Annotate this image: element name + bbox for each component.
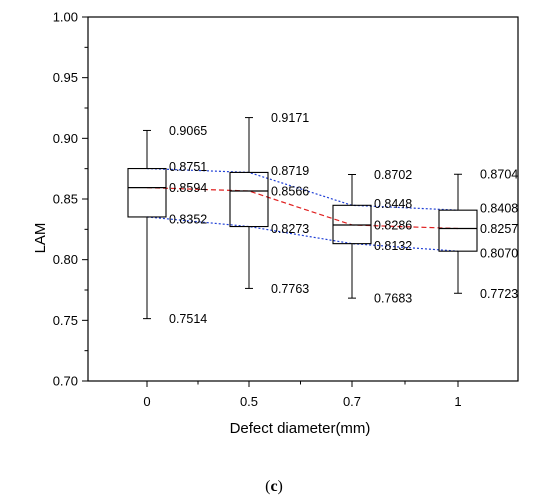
y-tick-label: 0.90	[53, 131, 78, 146]
box-0	[127, 129, 167, 320]
value-label-q3: 0.8448	[374, 197, 412, 211]
value-labels: 0.9065 0.8751 0.8594 0.8352 0.7514 0.9171 0.87…	[169, 111, 518, 326]
x-tick-label: 0.5	[240, 394, 258, 409]
value-label-min: 0.7723	[480, 287, 518, 301]
y-tick-label: 0.75	[53, 313, 78, 328]
value-label-max: 0.8702	[374, 168, 412, 182]
value-label-min: 0.7763	[271, 282, 309, 296]
trend-line-q3	[146, 167, 459, 211]
y-tick-label: 0.70	[53, 374, 78, 389]
value-label-min: 0.7514	[169, 312, 207, 326]
value-label-median: 0.8286	[374, 218, 412, 232]
value-label-median: 0.8566	[271, 184, 309, 198]
value-label-min: 0.7683	[374, 292, 412, 306]
value-label-median: 0.8594	[169, 181, 207, 195]
value-label-q3: 0.8408	[480, 202, 518, 216]
y-tick-label: 0.80	[53, 252, 78, 267]
caption-letter: c	[270, 478, 277, 495]
value-label-q1: 0.8273	[271, 222, 309, 236]
value-label-q3: 0.8751	[169, 160, 207, 174]
value-label-max: 0.9065	[169, 124, 207, 138]
box-0.5	[229, 117, 269, 289]
x-tick-label: 1	[454, 394, 461, 409]
x-tick-label: 0	[143, 394, 150, 409]
y-tick-label: 0.85	[53, 192, 78, 207]
box-body	[127, 167, 167, 218]
boxes	[127, 117, 478, 320]
box-0.7	[332, 173, 372, 299]
value-label-max: 0.8704	[480, 168, 518, 182]
value-label-q1: 0.8070	[480, 247, 518, 261]
plot-frame	[87, 16, 519, 382]
trend-lines	[146, 167, 459, 252]
value-label-median: 0.8257	[480, 222, 518, 236]
value-label-q1: 0.8132	[374, 239, 412, 253]
x-tick-label: 0.7	[343, 394, 361, 409]
value-label-q3: 0.8719	[271, 164, 309, 178]
box-1	[438, 173, 478, 294]
figure-caption: (c)	[265, 478, 283, 495]
box-body	[438, 209, 478, 252]
y-axis-title: LAM	[32, 223, 49, 254]
trend-line-median	[146, 186, 459, 230]
caption-open: (	[265, 478, 270, 495]
x-axis-title: Defect diameter(mm)	[230, 420, 371, 437]
y-tick-label: 0.95	[53, 70, 78, 85]
caption-close: )	[278, 478, 283, 495]
value-label-q1: 0.8352	[169, 212, 207, 226]
y-tick-label: 1.00	[53, 10, 78, 25]
box-body	[229, 171, 269, 228]
value-label-max: 0.9171	[271, 111, 309, 125]
axes: 0.70 0.75 0.80 0.85 0.90 0.95 1.00 0 0.5 0.7 1	[53, 10, 519, 409]
